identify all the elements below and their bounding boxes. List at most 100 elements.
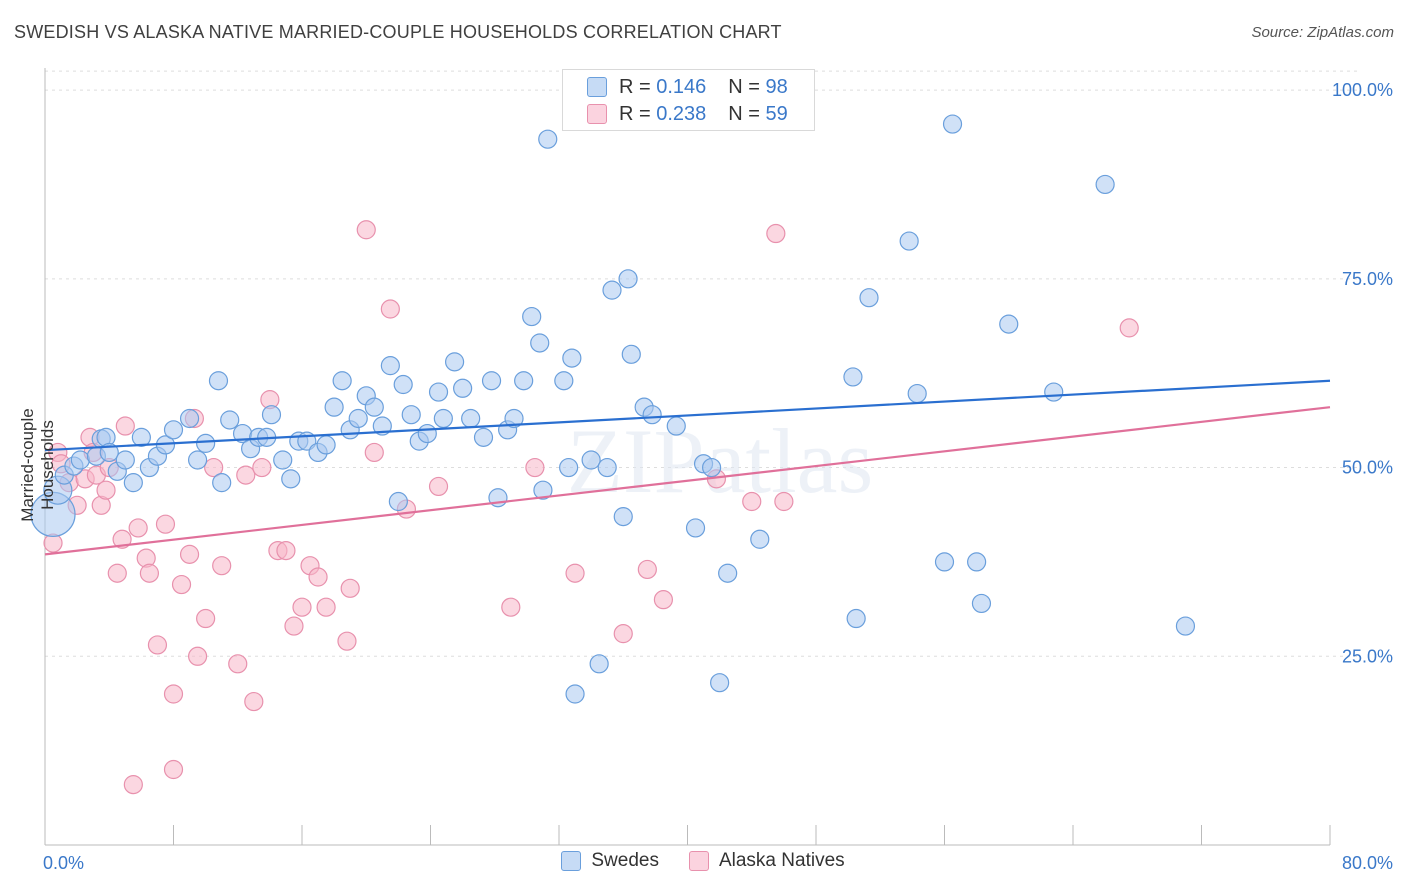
swedes-point [428, 382, 449, 402]
alaska-natives-point [212, 556, 232, 576]
swedes-point [417, 423, 437, 444]
tick-labels: 100.0% 75.0% 50.0% 25.0% 0.0% 80.0% [43, 80, 1393, 873]
swedes-point [559, 457, 579, 478]
r-label: R = [619, 102, 651, 125]
swedes-point [942, 114, 963, 134]
alaska-natives-point [380, 299, 400, 319]
swedes-point [123, 473, 143, 493]
stats-row-alaska-natives: R = 0.238 N = 59 [587, 102, 788, 126]
x-tick-label: 0.0% [43, 853, 84, 873]
y-tick-label: 50.0% [1342, 458, 1393, 478]
axes [44, 68, 1331, 846]
n-value: 98 [765, 75, 788, 98]
y-tick-label: 75.0% [1342, 269, 1393, 289]
r-label: R = [619, 75, 651, 98]
legend-item-alaska-natives[interactable]: Alaska Natives [688, 850, 845, 872]
swedes-point [196, 433, 216, 453]
swedes-swatch [587, 77, 607, 97]
swedes-point [533, 480, 553, 500]
swedes-point [444, 352, 465, 372]
swedes-point [372, 416, 392, 436]
y-tick-label: 100.0% [1332, 80, 1393, 100]
alaska-natives-point [653, 590, 674, 610]
gridlines [45, 70, 1360, 657]
swedes-point [514, 371, 534, 391]
swedes-point [530, 333, 550, 353]
swedes-point [597, 457, 617, 478]
swedes-point [1095, 174, 1115, 195]
swedes-point [324, 397, 344, 417]
alaska-natives-point [155, 514, 176, 534]
swedes-point [967, 552, 987, 572]
swedes-point [70, 450, 90, 470]
n-value: 59 [765, 102, 788, 125]
swedes-point [859, 288, 879, 308]
alaska-natives-swatch [587, 104, 607, 124]
alaska-natives-point [356, 220, 376, 240]
y-tick-label: 25.0% [1342, 646, 1393, 666]
swedes-point [701, 457, 722, 478]
legend-label: Swedes [591, 850, 659, 871]
legend-item-swedes[interactable]: Swedes [561, 850, 659, 872]
swedes-trend-line [44, 379, 1331, 452]
swedes-point [504, 408, 524, 429]
stats-legend: R = 0.146 N = 98 R = 0.238 N = 59 [562, 69, 815, 131]
alaska-natives-point [139, 563, 160, 583]
trend-lines [44, 379, 1331, 556]
swedes-point [1044, 382, 1064, 402]
swedes-point [115, 450, 135, 470]
swedes-point [131, 427, 151, 447]
alaska-natives-point [276, 540, 296, 561]
swedes-point [208, 371, 229, 391]
swedes-point [473, 427, 494, 447]
alaska-natives-point [115, 416, 135, 436]
alaska-natives-point [196, 608, 216, 629]
swedes-point [613, 507, 633, 527]
watermark: ZIPatlas [567, 410, 874, 512]
alaska-natives-point [163, 759, 184, 780]
legend-label: Alaska Natives [718, 850, 845, 871]
swedes-point [453, 378, 473, 398]
swedes-point [846, 608, 866, 629]
r-value: 0.146 [656, 75, 707, 98]
n-label: N = [728, 75, 760, 98]
swedes-point [538, 129, 558, 149]
alaska-natives-point [340, 578, 360, 598]
alaska-natives-point [292, 597, 312, 617]
swedes-point [589, 654, 609, 674]
swedes-point [364, 397, 384, 417]
alaska-natives-point [316, 597, 336, 617]
n-label: N = [728, 102, 760, 125]
swedes-point [163, 420, 184, 440]
swedes-point [461, 408, 481, 429]
alaska-natives-point [107, 563, 127, 583]
swedes-point [401, 405, 421, 425]
swedes-point [348, 408, 368, 429]
swedes-point [685, 518, 706, 538]
chart-title: SWEDISH VS ALASKA NATIVE MARRIED-COUPLE … [14, 22, 782, 42]
alaska-natives-point [637, 559, 657, 580]
swedes-point [666, 416, 686, 436]
swedes-point [971, 593, 992, 614]
alaska-natives-point [742, 491, 762, 512]
swedes-point [179, 408, 200, 429]
source-label: Source: ZipAtlas.com [1251, 24, 1394, 41]
swedes-point [522, 306, 542, 327]
swedes-point [718, 563, 738, 583]
alaska-natives-point [163, 684, 184, 704]
alaska-natives-point [236, 465, 256, 485]
swedes-point [581, 450, 601, 470]
alaska-natives-point [187, 646, 208, 666]
swedes-point [220, 410, 240, 430]
alaska-natives-point [308, 567, 328, 587]
swedes-point [187, 450, 208, 470]
alaska-natives-point [123, 775, 143, 795]
alaska-natives-point [525, 457, 545, 478]
y-axis-label: Married-couple Households [18, 408, 57, 522]
swedes-point [907, 383, 927, 404]
alaska-natives-point [766, 223, 786, 244]
alaska-natives-point [565, 563, 585, 583]
swedes-point [621, 344, 641, 364]
swedes-point [332, 371, 352, 391]
swedes-point [388, 491, 408, 512]
